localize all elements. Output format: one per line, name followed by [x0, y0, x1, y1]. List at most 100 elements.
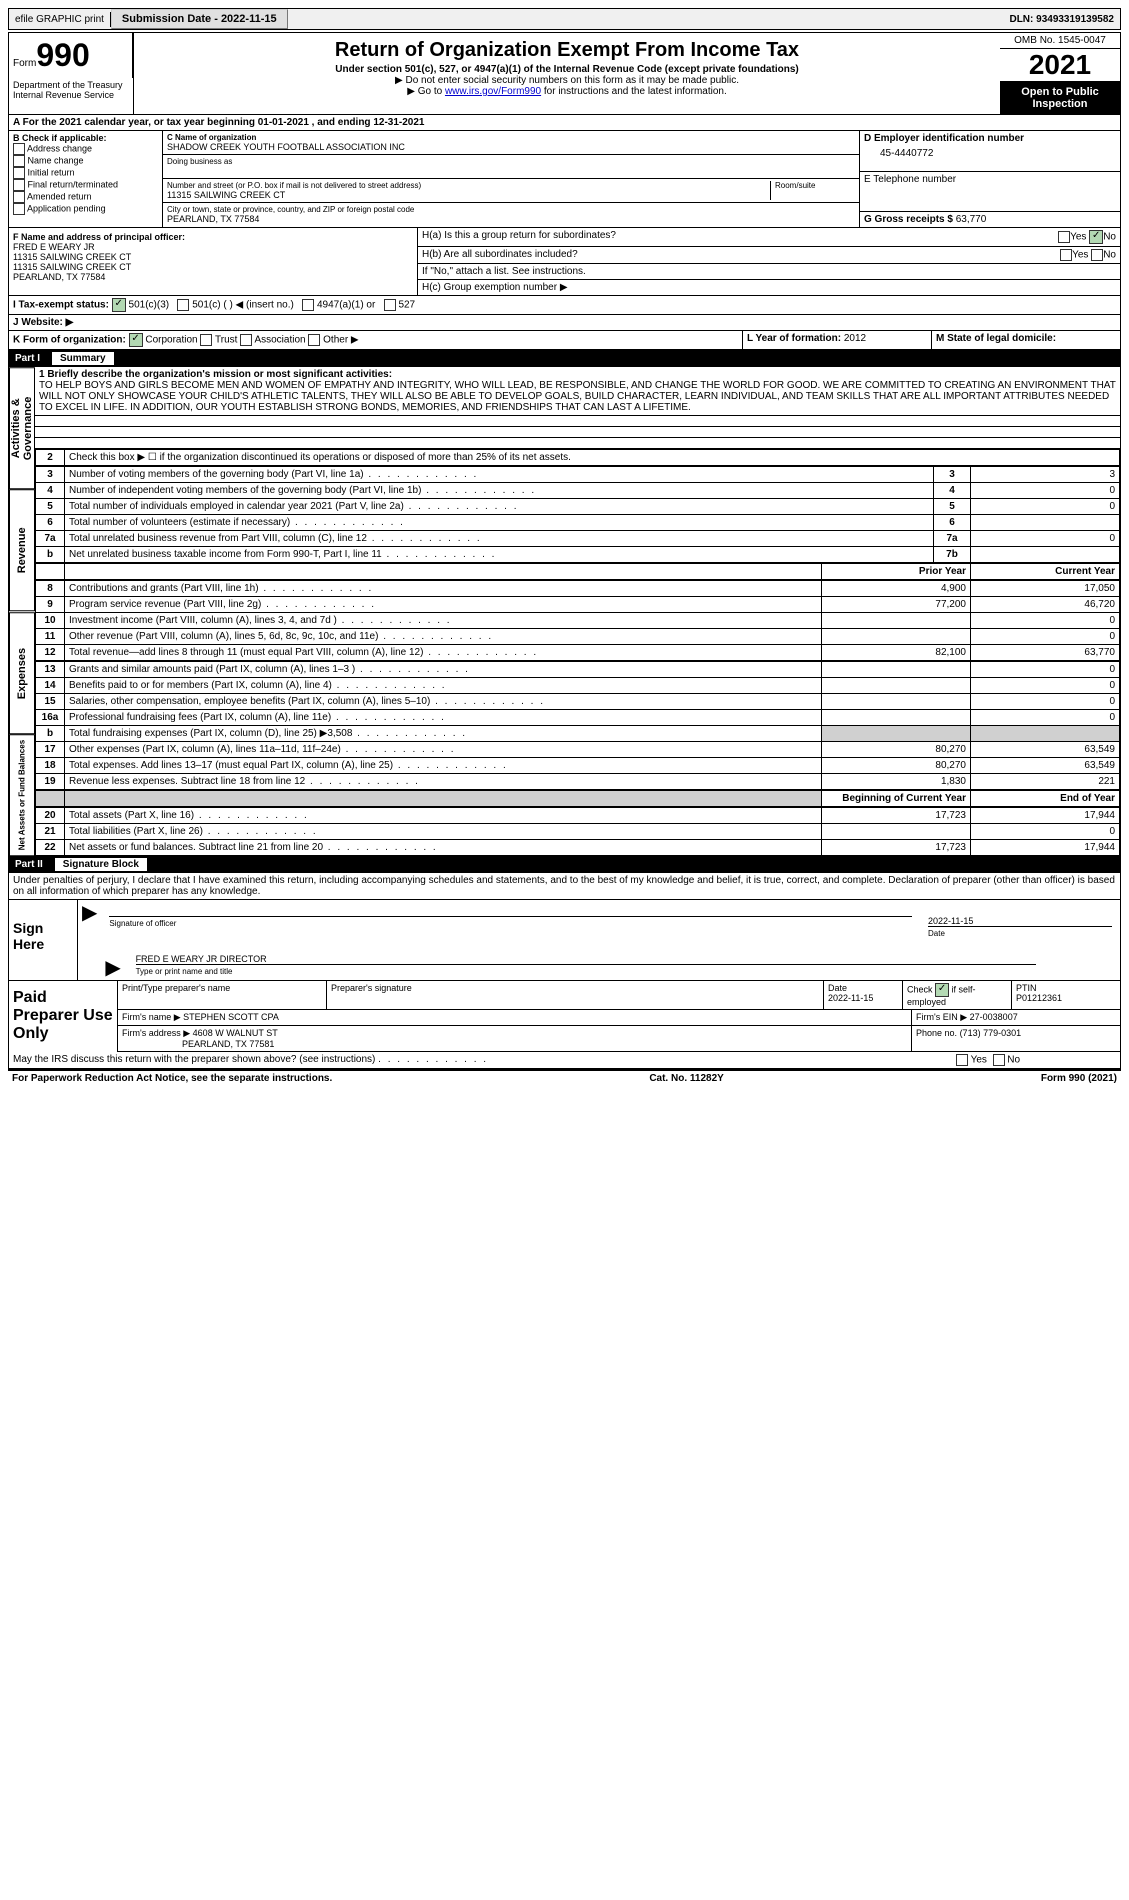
addr-label: Number and street (or P.O. box if mail i… [167, 181, 770, 190]
officer-addr2: 11315 SAILWING CREEK CT [13, 262, 413, 272]
part-2-num: Part II [15, 859, 51, 870]
sig-officer-label: Signature of officer [101, 919, 920, 928]
prep-name-header: Print/Type preparer's name [118, 981, 327, 1009]
table-row: 16aProfessional fundraising fees (Part I… [36, 710, 1120, 726]
org-name-label: C Name of organization [167, 133, 855, 142]
part-1-header: Part I Summary [9, 350, 1120, 367]
paid-preparer-section: Paid Preparer Use Only Print/Type prepar… [9, 980, 1120, 1052]
line-1-label: 1 Briefly describe the organization's mi… [35, 367, 1120, 416]
irs-link[interactable]: www.irs.gov/Form990 [445, 86, 541, 97]
form-container: Form990 Department of the Treasury Inter… [8, 32, 1121, 1070]
table-row: 14Benefits paid to or for members (Part … [36, 678, 1120, 694]
inspection-notice: Open to Public Inspection [1000, 82, 1120, 114]
rev-header-row: Prior YearCurrent Year [35, 563, 1120, 580]
hb-options: Yes No [1060, 249, 1116, 261]
section-c: C Name of organization SHADOW CREEK YOUT… [163, 131, 860, 227]
table-row: bTotal fundraising expenses (Part IX, co… [36, 726, 1120, 742]
vert-net-assets: Net Assets or Fund Balances [9, 734, 35, 856]
mission-text: TO HELP BOYS AND GIRLS BECOME MEN AND WO… [39, 380, 1116, 413]
cb-address[interactable]: Address change [13, 143, 158, 155]
submission-date-button[interactable]: Submission Date - 2022-11-15 [111, 9, 288, 29]
table-row: 3Number of voting members of the governi… [36, 467, 1120, 483]
line-2: Check this box ▶ ☐ if the organization d… [65, 450, 1120, 466]
ha-options: Yes ✓No [1058, 230, 1116, 244]
omb-number: OMB No. 1545-0047 [1000, 33, 1120, 49]
table-row: 11Other revenue (Part VIII, column (A), … [36, 629, 1120, 645]
blank-line [35, 427, 1120, 438]
cb-pending[interactable]: Application pending [13, 203, 158, 215]
net-header-row: Beginning of Current YearEnd of Year [35, 790, 1120, 807]
sig-date-value: 2022-11-15 [928, 902, 1112, 927]
tax-year: 2021 [1000, 49, 1120, 82]
instructions-link-row: ▶ Go to www.irs.gov/Form990 for instruct… [138, 86, 996, 97]
ein-value: 45-4440772 [860, 146, 1120, 161]
blank-line [35, 416, 1120, 427]
dept-label: Department of the Treasury Internal Reve… [9, 78, 132, 102]
hb-label: H(b) Are all subordinates included? [422, 249, 578, 261]
paid-preparer-label: Paid Preparer Use Only [9, 981, 118, 1052]
table-row: 8Contributions and grants (Part VIII, li… [36, 581, 1120, 597]
cb-501c3[interactable]: ✓ [112, 298, 126, 312]
cb-initial[interactable]: Initial return [13, 167, 158, 179]
domicile-label: M State of legal domicile: [936, 333, 1056, 344]
cb-corp[interactable]: ✓ [129, 333, 143, 347]
table-row: 7aTotal unrelated business revenue from … [36, 531, 1120, 547]
table-row: 21Total liabilities (Part X, line 26)0 [36, 824, 1120, 840]
table-row: 17Other expenses (Part IX, column (A), l… [36, 742, 1120, 758]
right-header: OMB No. 1545-0047 2021 Open to Public In… [1000, 33, 1120, 114]
line-a: A For the 2021 calendar year, or tax yea… [9, 115, 1120, 131]
discuss-no[interactable] [993, 1054, 1005, 1066]
section-bcd: B Check if applicable: Address change Na… [9, 131, 1120, 228]
cb-final[interactable]: Final return/terminated [13, 179, 158, 191]
firm-addr-row: Firm's address ▶ 4608 W WALNUT ST PEARLA… [118, 1026, 912, 1051]
section-fgh: F Name and address of principal officer:… [9, 228, 1120, 296]
officer-label: F Name and address of principal officer: [13, 232, 413, 242]
penalty-statement: Under penalties of perjury, I declare th… [9, 873, 1120, 899]
signature-arrow-icon: ▶ [78, 900, 101, 980]
cb-trust[interactable] [200, 334, 212, 346]
current-year-header: Current Year [971, 564, 1120, 580]
sig-officer-line[interactable] [109, 902, 912, 917]
section-b-label: B Check if applicable: [13, 133, 158, 143]
form-title: Return of Organization Exempt From Incom… [138, 39, 996, 62]
sig-date-label: Date [920, 929, 1120, 938]
cb-amended[interactable]: Amended return [13, 191, 158, 203]
firm-ein-row: Firm's EIN ▶ 27-0038007 [912, 1010, 1120, 1025]
cb-name[interactable]: Name change [13, 155, 158, 167]
discuss-row: May the IRS discuss this return with the… [9, 1052, 1120, 1069]
cb-4947[interactable] [302, 299, 314, 311]
table-row: 12Total revenue—add lines 8 through 11 (… [36, 645, 1120, 661]
firm-name-row: Firm's name ▶ STEPHEN SCOTT CPA [118, 1010, 912, 1025]
year-formation-label: L Year of formation: [747, 333, 841, 344]
ein-label: D Employer identification number [860, 131, 1120, 146]
exp-rows-table: 13Grants and similar amounts paid (Part … [35, 661, 1120, 790]
officer-printed-name: FRED E WEARY JR DIRECTOR [136, 940, 1037, 965]
gross-receipts: G Gross receipts $ 63,770 [860, 211, 1120, 227]
table-row: 4Number of independent voting members of… [36, 483, 1120, 499]
cb-other[interactable] [308, 334, 320, 346]
form-word: Form [13, 58, 36, 69]
form-subtitle: Under section 501(c), 527, or 4947(a)(1)… [138, 64, 996, 75]
form-ref: Form 990 (2021) [1041, 1073, 1117, 1084]
form-number-box: Form990 [9, 33, 133, 78]
net-rows-table: 20Total assets (Part X, line 16)17,72317… [35, 807, 1120, 856]
section-klm-row: K Form of organization: ✓ Corporation Tr… [9, 331, 1120, 350]
paperwork-notice: For Paperwork Reduction Act Notice, see … [12, 1073, 332, 1084]
phone-label: E Telephone number [860, 171, 1120, 187]
ptin: PTINP01212361 [1012, 981, 1120, 1009]
table-row: 15Salaries, other compensation, employee… [36, 694, 1120, 710]
table-row: 20Total assets (Part X, line 16)17,72317… [36, 808, 1120, 824]
table-row: 13Grants and similar amounts paid (Part … [36, 662, 1120, 678]
tax-status-label: I Tax-exempt status: [13, 300, 109, 311]
cb-501c[interactable] [177, 299, 189, 311]
ssn-notice: ▶ Do not enter social security numbers o… [138, 75, 996, 86]
ha-label: H(a) Is this a group return for subordin… [422, 230, 616, 244]
discuss-yes[interactable] [956, 1054, 968, 1066]
cb-527[interactable] [384, 299, 396, 311]
addr-value: 11315 SAILWING CREEK CT [167, 190, 770, 200]
prior-year-header: Prior Year [822, 564, 971, 580]
begin-year-header: Beginning of Current Year [822, 791, 971, 807]
table-row: 6Total number of volunteers (estimate if… [36, 515, 1120, 531]
cb-assoc[interactable] [240, 334, 252, 346]
dba-label: Doing business as [167, 157, 855, 166]
